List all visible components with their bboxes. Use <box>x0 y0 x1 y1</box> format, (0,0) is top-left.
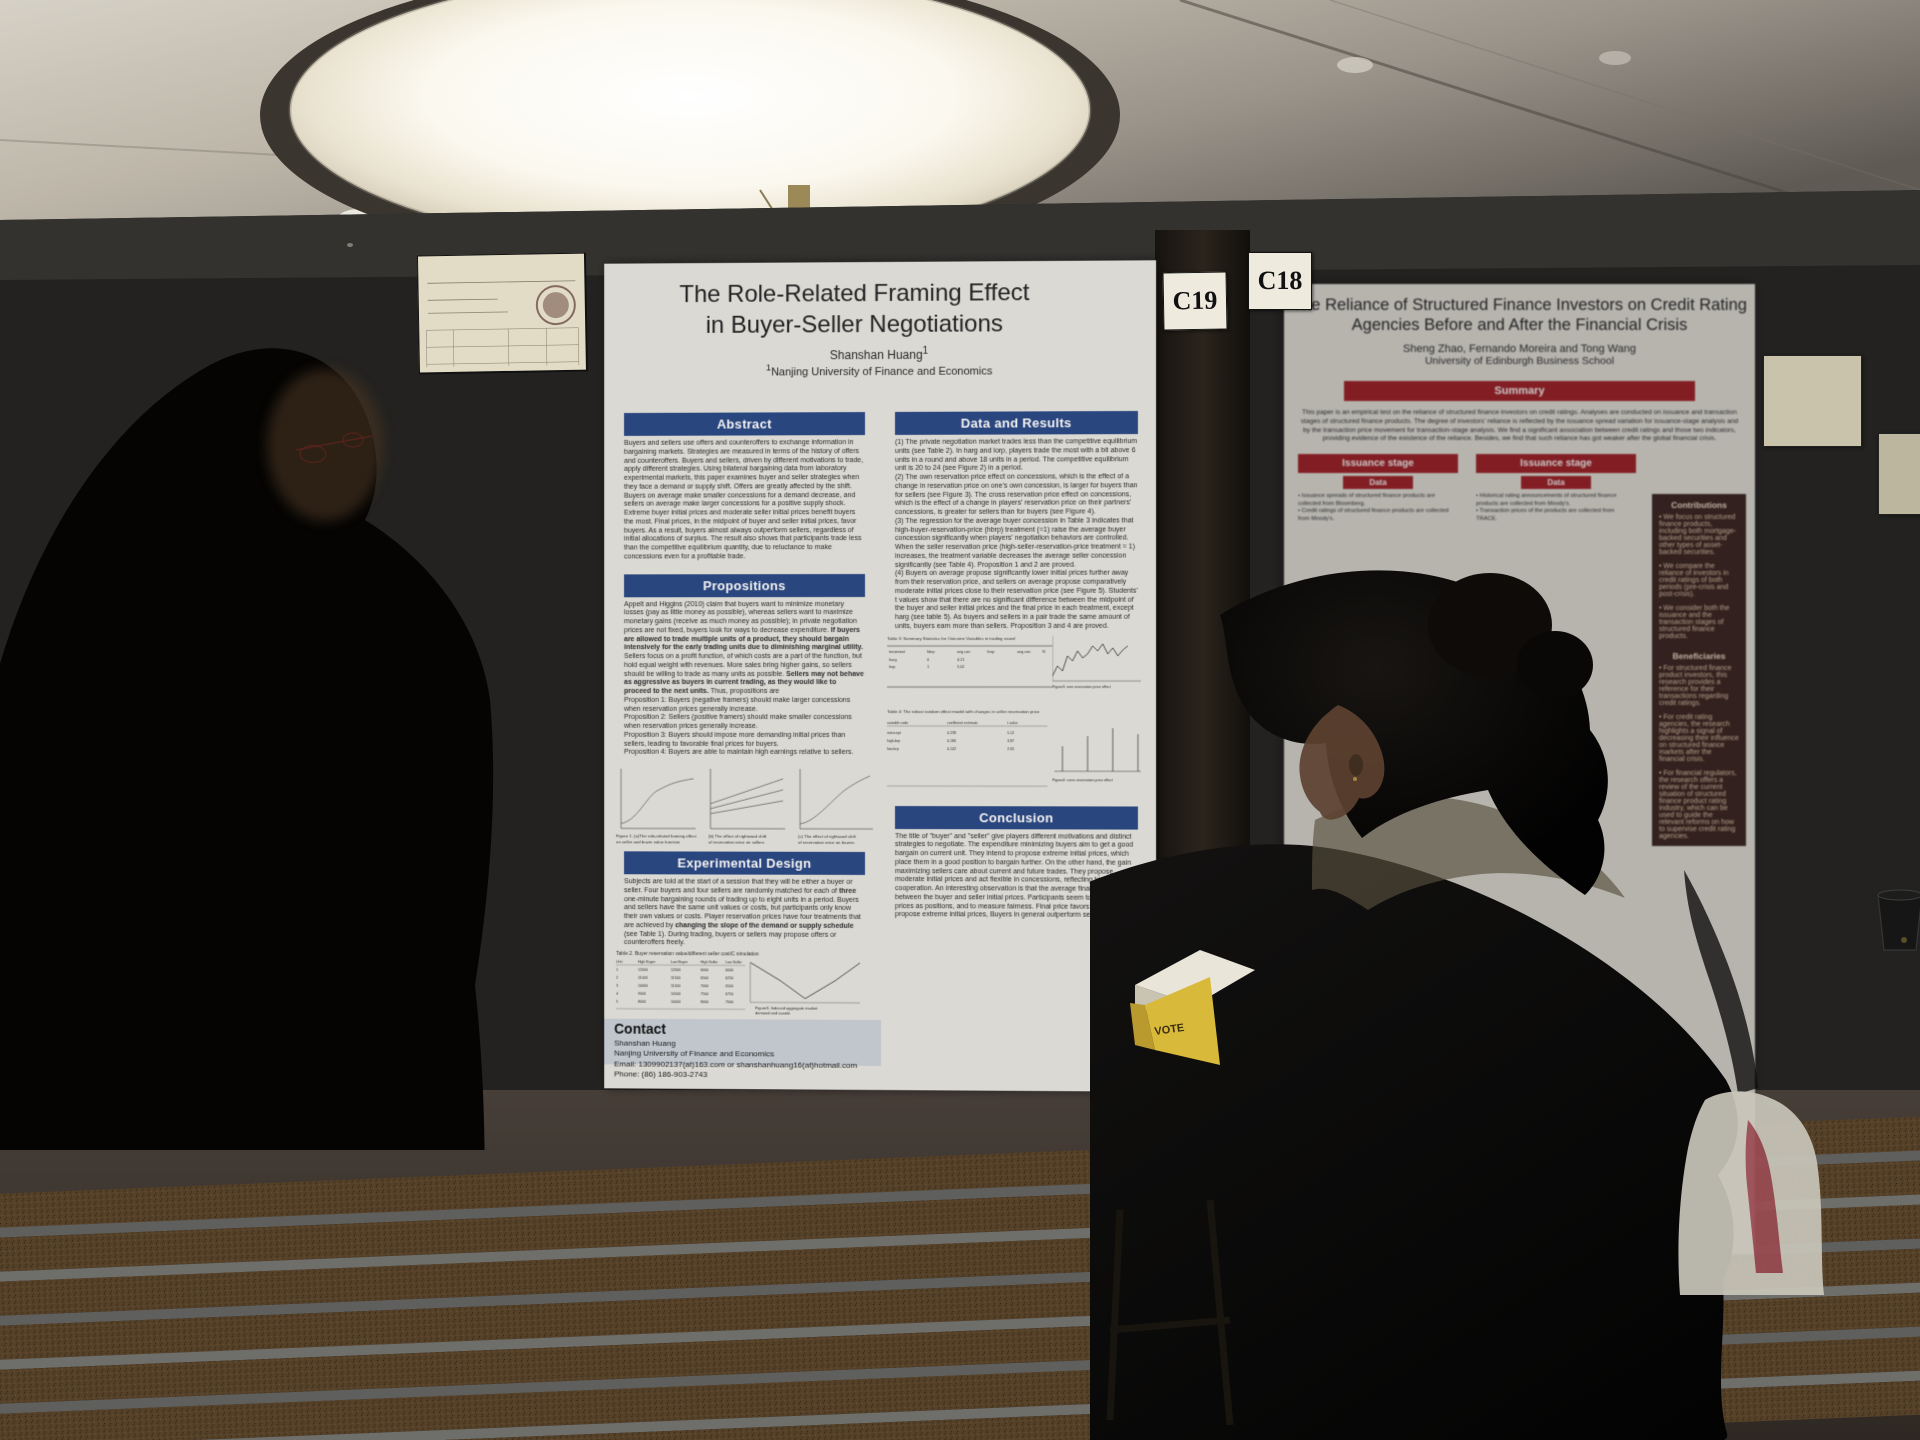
svg-text:10500: 10500 <box>671 992 681 996</box>
svg-text:6500: 6500 <box>701 976 709 980</box>
svg-text:coefficient estimate: coefficient estimate <box>947 721 978 725</box>
svg-text:Unit: Unit <box>616 960 622 964</box>
svg-text:(b) The effect of rightward sh: (b) The effect of rightward shift <box>708 834 767 839</box>
svg-text:lorp: lorp <box>889 664 895 668</box>
svg-text:demand and supply: demand and supply <box>755 1010 790 1015</box>
svg-text:2.65: 2.65 <box>1007 747 1014 751</box>
svg-text:avg con: avg con <box>957 649 970 653</box>
svg-text:10000: 10000 <box>638 984 648 988</box>
svg-text:7000: 7000 <box>701 984 709 988</box>
svg-text:high-brp: high-brp <box>887 739 900 743</box>
svg-text:6250: 6250 <box>725 976 733 980</box>
svg-text:Low Seller: Low Seller <box>725 960 742 964</box>
svg-text:High Buyer: High Buyer <box>638 960 656 964</box>
svg-text:4.21: 4.21 <box>957 657 964 661</box>
svg-text:avg con: avg con <box>1017 649 1030 653</box>
svg-text:4: 4 <box>616 992 618 996</box>
svg-text:5.12: 5.12 <box>1007 731 1014 735</box>
svg-text:variable code: variable code <box>887 720 908 724</box>
svg-text:hbrp: hbrp <box>927 649 935 653</box>
svg-text:1: 1 <box>927 664 929 668</box>
svg-text:low-brp: low-brp <box>887 747 899 751</box>
svg-text:treatment: treatment <box>889 649 906 653</box>
svg-text:6000: 6000 <box>701 968 709 972</box>
svg-text:0.238: 0.238 <box>947 731 956 735</box>
svg-text:8000: 8000 <box>701 1000 709 1004</box>
svg-text:hsrp: hsrp <box>987 649 994 653</box>
svg-text:6000: 6000 <box>725 968 733 972</box>
svg-text:7500: 7500 <box>701 992 709 996</box>
svg-text:harg: harg <box>889 657 897 661</box>
svg-text:3: 3 <box>616 984 618 988</box>
svg-text:6500: 6500 <box>725 984 733 988</box>
svg-text:3.87: 3.87 <box>1007 739 1014 743</box>
svg-text:10000: 10000 <box>671 1000 681 1004</box>
svg-text:of reservation price on seller: of reservation price on sellers <box>708 840 764 844</box>
svg-text:12000: 12000 <box>671 968 681 972</box>
svg-text:5: 5 <box>616 1000 618 1004</box>
svg-text:0.142: 0.142 <box>947 747 956 751</box>
svg-text:11500: 11500 <box>671 976 681 980</box>
svg-text:8000: 8000 <box>638 1000 646 1004</box>
svg-text:(c) The effect of rightward sh: (c) The effect of rightward shift <box>798 834 856 839</box>
svg-text:Figure 1. (a)The role-related: Figure 1. (a)The role-related framing ef… <box>616 833 697 838</box>
svg-text:6750: 6750 <box>725 992 733 996</box>
svg-text:9000: 9000 <box>638 992 646 996</box>
svg-text:12000: 12000 <box>638 968 648 972</box>
svg-text:2: 2 <box>616 976 618 980</box>
svg-text:Low Buyer: Low Buyer <box>671 960 689 964</box>
svg-text:High Seller: High Seller <box>701 960 719 964</box>
svg-text:on seller and buyer value func: on seller and buyer value function <box>616 839 680 844</box>
svg-text:t value: t value <box>1007 721 1018 725</box>
svg-text:11000: 11000 <box>671 984 681 988</box>
svg-text:5.02: 5.02 <box>957 664 964 668</box>
svg-text:0: 0 <box>927 657 929 661</box>
svg-text:11000: 11000 <box>638 976 648 980</box>
svg-text:1: 1 <box>616 968 618 972</box>
svg-text:of reservation price on buyers: of reservation price on buyers <box>798 840 854 844</box>
svg-text:intercept: intercept <box>887 731 901 735</box>
svg-text:0.186: 0.186 <box>947 739 956 743</box>
svg-text:7000: 7000 <box>725 1000 733 1004</box>
svg-text:N: N <box>1042 649 1045 653</box>
